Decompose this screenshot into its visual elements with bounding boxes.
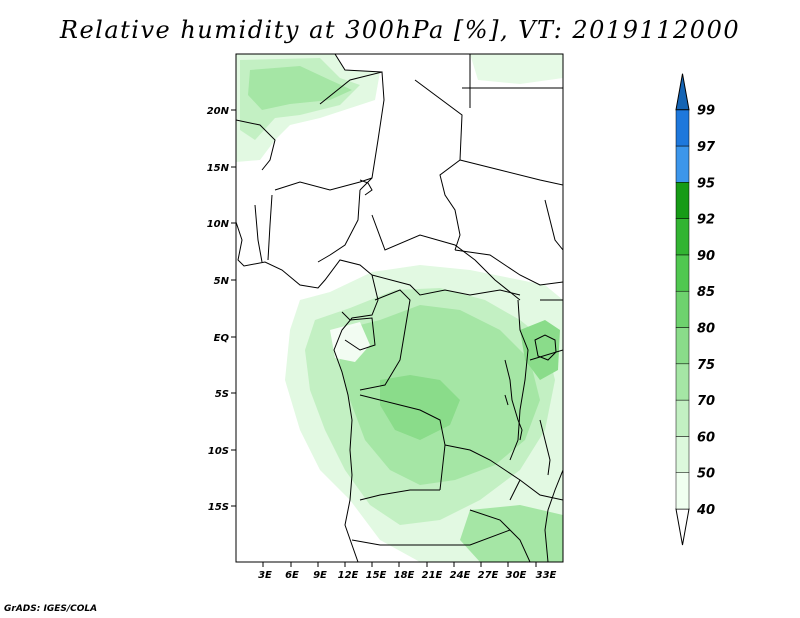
lon-tick-label: 18E xyxy=(394,570,415,581)
colorbar-segment xyxy=(675,472,690,510)
colorbar-level-label: 90 xyxy=(697,249,715,264)
coastline-southeast xyxy=(544,469,563,562)
border-car-congo xyxy=(371,274,521,296)
humidity-region-lakes xyxy=(380,375,460,440)
colorbar-level-label: 50 xyxy=(697,467,715,482)
lake-chad xyxy=(359,179,373,196)
lon-tick-label: 15E xyxy=(366,570,387,581)
colorbar-upper-extension xyxy=(675,73,690,111)
border-mozambique xyxy=(519,479,563,501)
lon-tick-label: 27E xyxy=(478,570,499,581)
grads-credit: GrADS: IGES/COLA xyxy=(4,604,98,614)
lakes xyxy=(359,179,557,476)
colorbar-segment xyxy=(675,327,690,365)
border-niger-nigeria xyxy=(274,177,373,191)
lat-tick-label: EQ xyxy=(214,333,230,344)
colorbar-level-label: 70 xyxy=(697,394,715,409)
border-car xyxy=(371,214,521,301)
colorbar-level-label: 95 xyxy=(697,176,715,191)
colorbar-level-label: 99 xyxy=(697,104,715,119)
lat-tick-label: 15S xyxy=(208,502,229,513)
border-tanzania xyxy=(529,349,563,361)
humidity-region-northeast xyxy=(470,54,563,84)
map-title: Relative humidity at 300hPa [%], VT: 201… xyxy=(59,16,741,44)
colorbar-segment xyxy=(675,436,690,473)
colorbar-lower-extension xyxy=(675,508,690,546)
border-namibia xyxy=(351,529,511,546)
colorbar-level-label: 60 xyxy=(697,430,715,445)
colorbar-segment xyxy=(675,399,690,437)
lake-kivu xyxy=(504,394,509,406)
lat-tick-label: 20N xyxy=(207,106,230,117)
border-benin-togo xyxy=(267,194,273,261)
colorbar-level-label: 92 xyxy=(697,213,715,228)
humidity-dry-pocket xyxy=(330,322,370,362)
colorbar-segment xyxy=(675,182,690,219)
border-sahara-1 xyxy=(334,54,383,73)
lon-tick-label: 9E xyxy=(313,570,327,581)
colorbar-level-label: 85 xyxy=(697,285,715,300)
border-ghana xyxy=(254,204,263,263)
lake-tanganyika xyxy=(504,359,523,441)
humidity-region-south xyxy=(460,505,563,562)
lat-tick-label: 5S xyxy=(215,389,229,400)
colorbar-level-label: 75 xyxy=(697,358,715,373)
colorbar-level-label: 97 xyxy=(697,140,716,155)
colorbar-level-label: 40 xyxy=(696,503,715,518)
lat-tick-label: 15N xyxy=(207,163,230,174)
lon-tick-label: 12E xyxy=(338,570,359,581)
lat-tick-label: 5N xyxy=(214,276,230,287)
colorbar: 40 50 60 70 75 80 85 90 92 95 97 99 xyxy=(675,73,716,546)
border-zambia xyxy=(444,444,521,501)
coastline-west xyxy=(236,221,379,562)
country-borders xyxy=(236,54,563,562)
lat-tick-label: 10N xyxy=(207,219,230,230)
colorbar-segment xyxy=(675,254,690,292)
border-nigeria-cameroon xyxy=(317,189,361,263)
lat-axis: 20N 15N 10N 5N EQ 5S 10S 15S xyxy=(207,106,236,513)
border-sudan-south xyxy=(459,159,563,186)
lon-tick-label: 21E xyxy=(422,570,443,581)
border-ethiopia xyxy=(544,199,563,251)
colorbar-segment xyxy=(675,363,690,401)
lon-tick-label: 6E xyxy=(285,570,299,581)
lon-tick-label: 3E xyxy=(258,570,272,581)
colorbar-segment xyxy=(675,145,690,183)
humidity-region-east xyxy=(520,320,560,380)
lon-axis: 3E 6E 9E 12E 15E 18E 21E 24E 27E 30E 33E xyxy=(258,562,557,581)
humidity-field xyxy=(236,54,563,562)
colorbar-segment xyxy=(675,290,690,328)
border-east-rift xyxy=(509,299,529,461)
border-angola-zambia xyxy=(359,489,440,501)
colorbar-segment xyxy=(675,109,690,147)
lon-tick-label: 30E xyxy=(506,570,527,581)
border-botswana xyxy=(469,509,531,562)
lake-malawi xyxy=(539,419,551,476)
lon-tick-label: 24E xyxy=(450,570,471,581)
border-south-sudan xyxy=(454,249,563,286)
lat-tick-label: 10S xyxy=(208,446,229,457)
colorbar-segment xyxy=(675,218,690,256)
lake-victoria xyxy=(534,334,557,361)
lon-tick-label: 33E xyxy=(536,570,557,581)
border-congo-drc xyxy=(359,289,411,391)
border-chad-sudan xyxy=(414,79,463,251)
colorbar-level-label: 80 xyxy=(697,322,715,337)
border-mali-niger xyxy=(236,119,276,171)
border-gabon xyxy=(341,311,376,351)
